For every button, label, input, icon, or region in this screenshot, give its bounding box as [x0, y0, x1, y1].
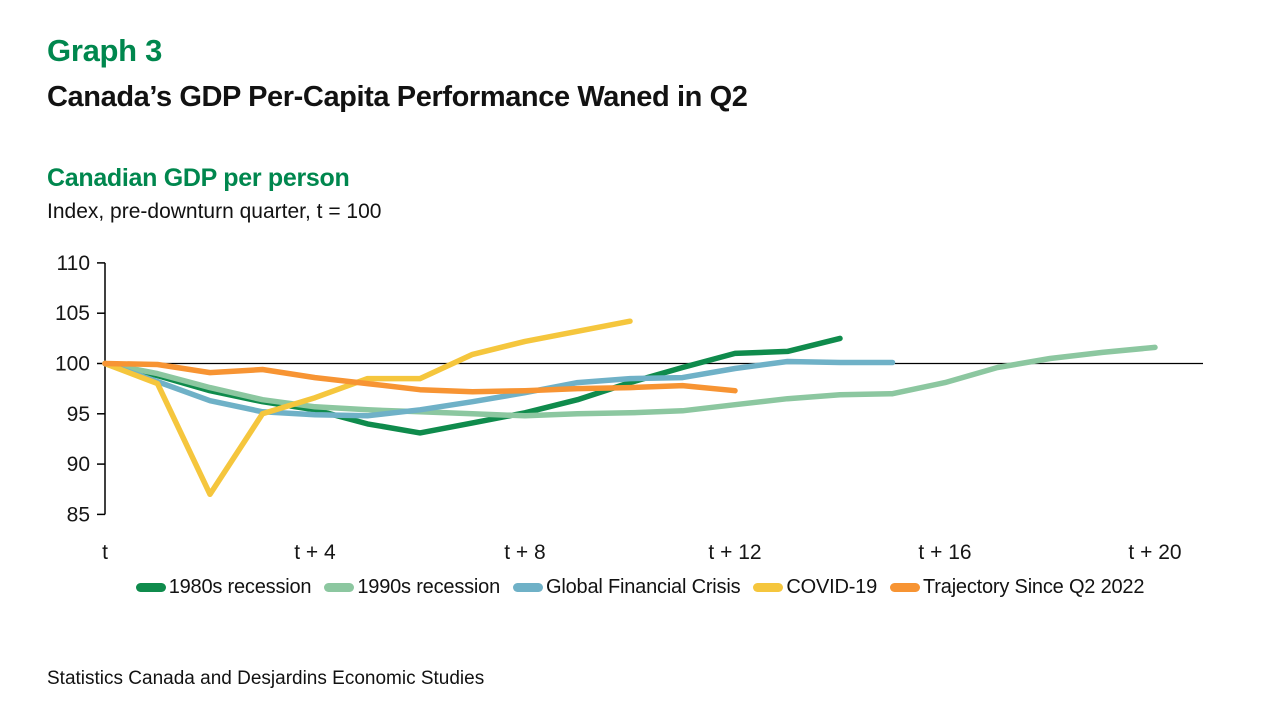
page-title: Canada’s GDP Per-Capita Performance Wane… [47, 81, 748, 113]
x-tick-label-t: t [102, 541, 108, 564]
legend-chip-1990s-recession [324, 583, 355, 592]
legend-label-trajectory-since-q2-2022: Trajectory Since Q2 2022 [923, 576, 1145, 598]
y-tick-label-90: 90 [67, 453, 90, 476]
legend-chip-trajectory-since-q2-2022 [890, 583, 921, 592]
legend-chip-1980s-recession [135, 583, 166, 592]
graph-number-kicker: Graph 3 [47, 33, 163, 68]
series-line-covid-19 [102, 318, 633, 498]
legend-label-1980s-recession: 1980s recession [168, 576, 312, 598]
series-line-1990s-recession [102, 344, 1158, 419]
legend-chip-covid-19 [753, 583, 784, 592]
y-tick-label-105: 105 [55, 302, 90, 325]
legend-item-1990s-recession: 1990s recession [324, 576, 500, 599]
y-tick-label-110: 110 [57, 252, 90, 275]
y-tick-label-95: 95 [67, 403, 90, 426]
legend-item-1980s-recession: 1980s recession [135, 576, 312, 599]
legend-label-1990s-recession: 1990s recession [357, 576, 501, 598]
chart-title: Canadian GDP per person [47, 164, 350, 192]
chart-legend: 1980s recession 1990s recession Global F… [0, 576, 1280, 599]
series-line-global-financial-crisis [102, 358, 896, 419]
x-tick-label-t-20: t + 20 [1128, 541, 1181, 564]
y-tick-label-100: 100 [55, 353, 90, 376]
source-note: Statistics Canada and Desjardins Economi… [47, 668, 485, 689]
x-tick-label-t-8: t + 8 [504, 541, 545, 564]
legend-label-covid-19: COVID-19 [786, 576, 878, 598]
legend-item-trajectory-since-q2-2022: Trajectory Since Q2 2022 [890, 576, 1144, 599]
x-tick-label-t-4: t + 4 [294, 541, 336, 564]
series-line-trajectory-since-q2-2022 [102, 360, 738, 395]
legend-item-global-financial-crisis: Global Financial Crisis [513, 576, 741, 599]
y-tick-label-85: 85 [67, 503, 90, 526]
x-tick-label-t-12: t + 12 [708, 541, 761, 564]
chart-subtitle: Index, pre-downturn quarter, t = 100 [47, 200, 382, 223]
legend-item-covid-19: COVID-19 [753, 576, 877, 599]
legend-chip-global-financial-crisis [513, 583, 544, 592]
x-tick-label-t-16: t + 16 [918, 541, 971, 564]
legend-label-global-financial-crisis: Global Financial Crisis [546, 576, 741, 598]
